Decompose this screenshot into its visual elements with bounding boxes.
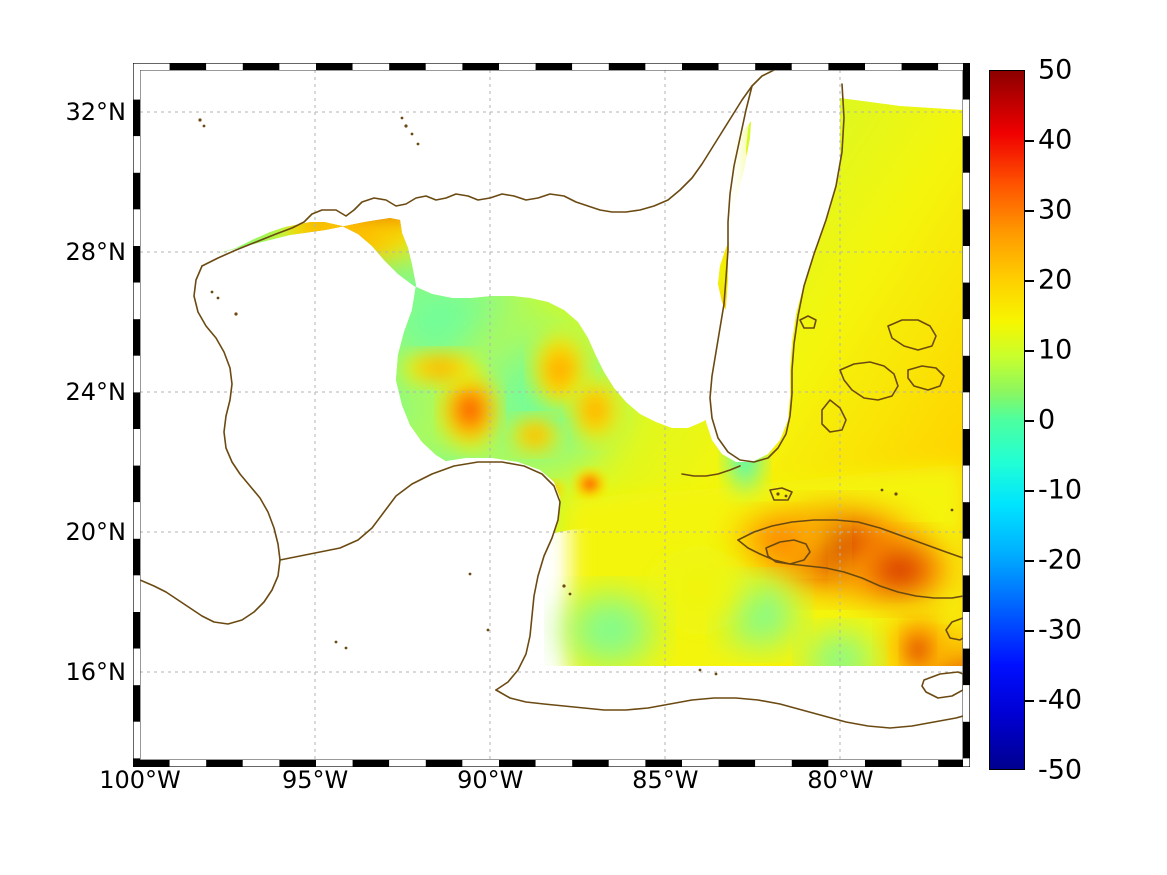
colorbar-tick-label-4: 10 — [1038, 334, 1073, 366]
colorbar-tick-label-9: -40 — [1038, 684, 1083, 716]
colorbar-tick-1 — [1025, 140, 1034, 142]
colorbar-tick-label-0: 50 — [1038, 54, 1073, 86]
colorbar-tick-label-6: -10 — [1038, 474, 1083, 506]
colorbar-tick-label-10: -50 — [1038, 754, 1083, 786]
colorbar-tick-label-1: 40 — [1038, 124, 1073, 156]
y-tick-label-2: 24°N — [65, 378, 127, 407]
colorbar-tick-7 — [1025, 560, 1034, 562]
map-axes[interactable] — [140, 70, 963, 760]
colorbar-tick-4 — [1025, 350, 1034, 352]
y-tick-label-1: 28°N — [65, 238, 127, 267]
y-tick-label-3: 20°N — [65, 518, 127, 547]
map-raster — [140, 70, 963, 760]
colorbar-tick-5 — [1025, 420, 1034, 422]
colorbar-tick-label-7: -20 — [1038, 544, 1083, 576]
colorbar-tick-3 — [1025, 280, 1034, 282]
colorbar-tick-label-5: 0 — [1038, 404, 1056, 436]
y-tick-label-4: 16°N — [65, 658, 127, 687]
colorbar-tick-9 — [1025, 700, 1034, 702]
colorbar-tick-label-8: -30 — [1038, 614, 1083, 646]
colorbar-tick-label-3: 20 — [1038, 264, 1073, 296]
y-tick-label-0: 32°N — [65, 98, 127, 127]
colorbar-gradient — [989, 70, 1025, 770]
colorbar-tick-6 — [1025, 490, 1034, 492]
x-tick-label-3: 85°W — [632, 766, 699, 794]
x-tick-label-0: 100°W — [99, 766, 181, 794]
x-tick-label-1: 95°W — [281, 766, 349, 794]
x-tick-label-4: 80°W — [807, 766, 874, 794]
colorbar-tick-8 — [1025, 630, 1034, 632]
colorbar-tick-2 — [1025, 210, 1034, 212]
x-tick-label-2: 90°W — [457, 766, 524, 794]
colorbar[interactable] — [989, 70, 1025, 770]
colorbar-tick-label-2: 30 — [1038, 194, 1073, 226]
